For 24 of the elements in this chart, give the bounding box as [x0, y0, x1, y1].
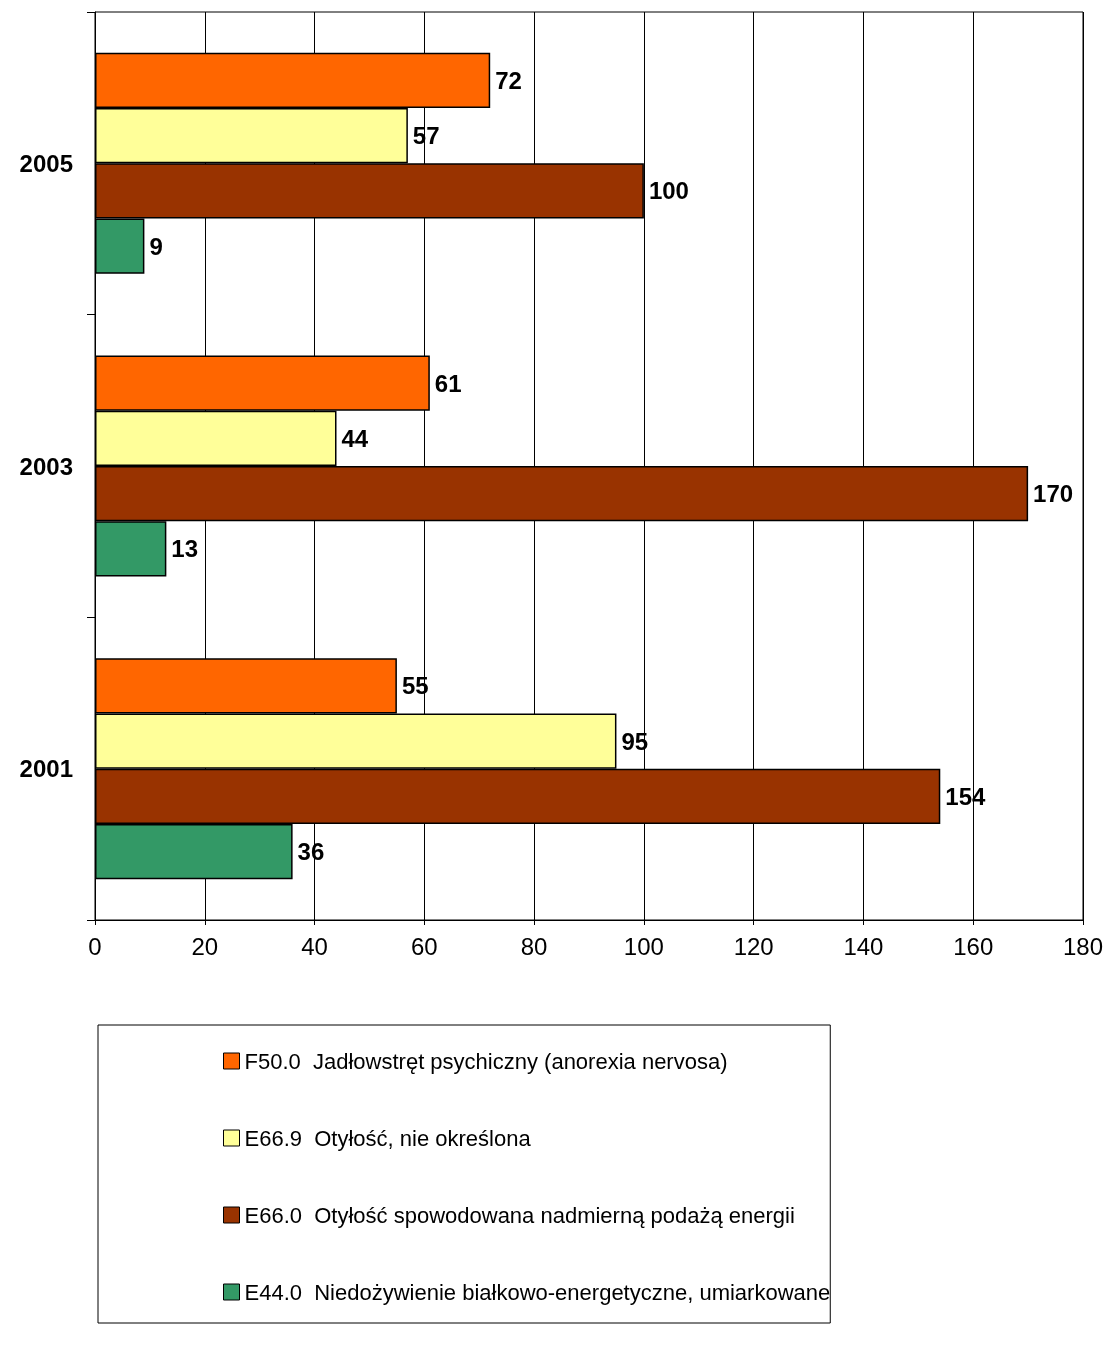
data-label: 170 [1033, 480, 1074, 508]
x-tick-label: 140 [843, 932, 884, 960]
x-tick-label: 40 [301, 932, 328, 960]
x-tick-label: 60 [410, 932, 438, 960]
data-label: 13 [171, 535, 199, 563]
data-label: 61 [434, 369, 462, 397]
legend-label: F50.0 Jadłowstręt psychiczny (anorexia nervosa) [244, 1048, 728, 1074]
x-tick-label: 100 [623, 932, 664, 960]
legend-label: E66.9 Otyłość, nie określona [244, 1125, 532, 1151]
legend-label: E44.0 Niedożywienie białkowo-energetyczne, umiarkowane [244, 1279, 831, 1305]
data-label: 72 [495, 66, 522, 94]
y-tick-label: 2003 [19, 452, 73, 480]
x-tick-label: 80 [520, 932, 548, 960]
y-tick-label: 2005 [19, 149, 73, 177]
data-label: 100 [648, 177, 689, 205]
x-tick-label: 0 [88, 932, 102, 960]
data-label: 44 [341, 424, 369, 452]
data-label: 9 [149, 232, 163, 260]
x-tick-label: 120 [733, 932, 774, 960]
x-tick-label: 20 [191, 932, 219, 960]
x-tick-label: 160 [953, 932, 994, 960]
x-tick-label: 180 [1062, 932, 1104, 960]
y-tick-label: 2001 [19, 755, 73, 783]
legend-label: E66.0 Otyłość spowodowana nadmierną podażą energii [244, 1202, 795, 1228]
